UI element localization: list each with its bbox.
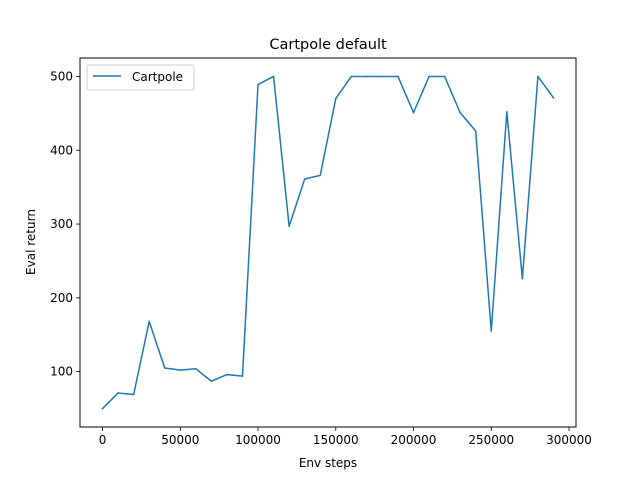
data-point — [552, 97, 555, 99]
data-point — [521, 277, 524, 280]
x-tick-label: 200000 — [391, 433, 437, 447]
data-point — [101, 407, 104, 410]
data-point — [319, 174, 322, 177]
series-line-cartpole — [101, 75, 555, 410]
x-tick-label: 100000 — [235, 433, 281, 447]
y-tick-label: 100 — [50, 365, 73, 379]
data-point — [288, 225, 290, 228]
data-point — [117, 392, 119, 394]
data-point — [210, 380, 213, 383]
data-point — [195, 367, 197, 370]
legend-label-cartpole: Cartpole — [132, 70, 183, 84]
x-tick-label: 150000 — [313, 433, 359, 447]
data-point — [241, 375, 244, 377]
x-axis-ticks: 0 50000 100000 150000 200000 250000 300000 — [99, 427, 592, 447]
legend-box — [86, 64, 195, 91]
data-point — [506, 111, 508, 113]
x-tick-label: 0 — [99, 433, 107, 447]
legend: Cartpole — [86, 64, 195, 91]
data-point — [334, 97, 337, 100]
y-tick-label: 200 — [50, 291, 73, 305]
data-point — [474, 130, 477, 132]
data-point — [397, 75, 399, 78]
data-point — [163, 367, 166, 369]
data-point — [490, 330, 493, 332]
data-point — [537, 75, 539, 78]
plot-lines — [101, 75, 555, 410]
x-axis-label: Env steps — [299, 456, 357, 470]
data-point — [179, 369, 182, 371]
data-point — [412, 111, 415, 114]
x-tick-label: 250000 — [468, 433, 514, 447]
data-point — [272, 75, 275, 78]
data-point — [350, 75, 353, 78]
y-axis-ticks: 100 200 300 400 500 — [50, 69, 80, 379]
y-tick-label: 400 — [50, 143, 73, 157]
x-tick-label: 50000 — [161, 433, 199, 447]
y-tick-label: 500 — [50, 69, 73, 83]
data-point — [226, 373, 228, 376]
y-tick-label: 300 — [50, 217, 73, 231]
data-point — [257, 83, 259, 86]
x-tick-label: 300000 — [546, 433, 592, 447]
plot-frame — [79, 57, 577, 428]
data-point — [366, 75, 368, 78]
chart-title: Cartpole default — [269, 37, 387, 53]
data-point — [148, 320, 150, 323]
data-point — [459, 111, 461, 114]
data-point — [132, 393, 135, 396]
data-point — [303, 178, 306, 180]
data-point — [443, 75, 446, 78]
data-point — [428, 75, 430, 78]
data-point — [381, 75, 384, 78]
y-axis-label: Eval return — [24, 209, 38, 275]
